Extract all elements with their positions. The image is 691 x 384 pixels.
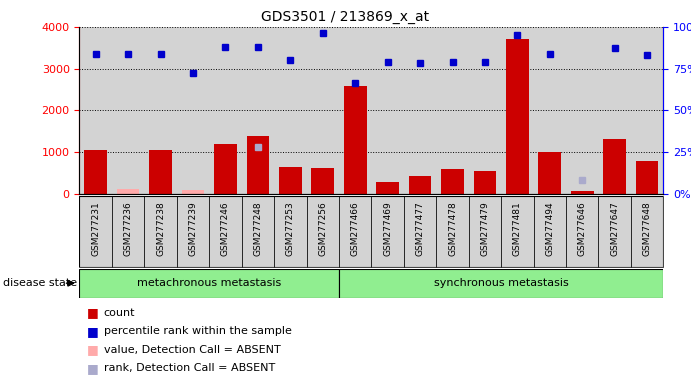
Bar	[182, 190, 205, 194]
Bar	[209, 196, 242, 267]
Text: GSM277478: GSM277478	[448, 202, 457, 256]
Bar	[533, 196, 566, 267]
Bar	[631, 196, 663, 267]
Text: GSM277466: GSM277466	[351, 202, 360, 256]
Text: synchronous metastasis: synchronous metastasis	[434, 278, 569, 288]
Text: GSM277479: GSM277479	[480, 202, 489, 256]
Bar	[436, 196, 468, 267]
Text: value, Detection Call = ABSENT: value, Detection Call = ABSENT	[104, 345, 281, 355]
Text: count: count	[104, 308, 135, 318]
Bar	[598, 196, 631, 267]
Text: GSM277238: GSM277238	[156, 202, 165, 256]
Text: percentile rank within the sample: percentile rank within the sample	[104, 326, 292, 336]
Bar	[79, 196, 112, 267]
Bar	[247, 136, 269, 194]
Text: ■: ■	[86, 306, 98, 319]
Bar	[339, 269, 663, 298]
Text: GSM277246: GSM277246	[221, 202, 230, 256]
Text: GSM277231: GSM277231	[91, 202, 100, 256]
Bar	[468, 196, 501, 267]
Bar	[603, 139, 626, 194]
Bar	[571, 191, 594, 194]
Text: GSM277239: GSM277239	[189, 202, 198, 256]
Bar	[344, 86, 366, 194]
Text: GSM277481: GSM277481	[513, 202, 522, 256]
Bar	[144, 196, 177, 267]
Bar	[636, 161, 659, 194]
Bar	[79, 269, 339, 298]
Text: ■: ■	[86, 343, 98, 356]
Bar	[274, 196, 307, 267]
Text: GSM277256: GSM277256	[319, 202, 328, 256]
Text: GSM277469: GSM277469	[383, 202, 392, 256]
Bar	[473, 171, 496, 194]
Bar	[279, 167, 302, 194]
Text: metachronous metastasis: metachronous metastasis	[137, 278, 281, 288]
Text: GSM277494: GSM277494	[545, 202, 554, 256]
Text: disease state: disease state	[3, 278, 77, 288]
Bar	[112, 196, 144, 267]
Bar	[339, 196, 371, 267]
Text: GSM277477: GSM277477	[415, 202, 424, 256]
Text: GSM277646: GSM277646	[578, 202, 587, 256]
Bar	[177, 196, 209, 267]
Text: rank, Detection Call = ABSENT: rank, Detection Call = ABSENT	[104, 363, 275, 373]
Text: GSM277253: GSM277253	[286, 202, 295, 256]
Bar	[242, 196, 274, 267]
Bar	[149, 150, 172, 194]
Text: GSM277248: GSM277248	[254, 202, 263, 256]
Bar	[538, 152, 561, 194]
Bar	[408, 175, 431, 194]
Bar	[312, 168, 334, 194]
Bar	[307, 196, 339, 267]
Text: ■: ■	[86, 325, 98, 338]
Bar	[441, 169, 464, 194]
Bar	[84, 150, 107, 194]
Bar	[117, 189, 140, 194]
Bar	[371, 196, 404, 267]
Bar	[506, 38, 529, 194]
Bar	[566, 196, 598, 267]
Text: GSM277648: GSM277648	[643, 202, 652, 256]
Bar	[404, 196, 436, 267]
Text: GSM277236: GSM277236	[124, 202, 133, 256]
Text: ■: ■	[86, 362, 98, 375]
Bar	[377, 182, 399, 194]
Bar	[214, 144, 237, 194]
Text: GDS3501 / 213869_x_at: GDS3501 / 213869_x_at	[261, 10, 430, 23]
Bar	[501, 196, 533, 267]
Text: GSM277647: GSM277647	[610, 202, 619, 256]
